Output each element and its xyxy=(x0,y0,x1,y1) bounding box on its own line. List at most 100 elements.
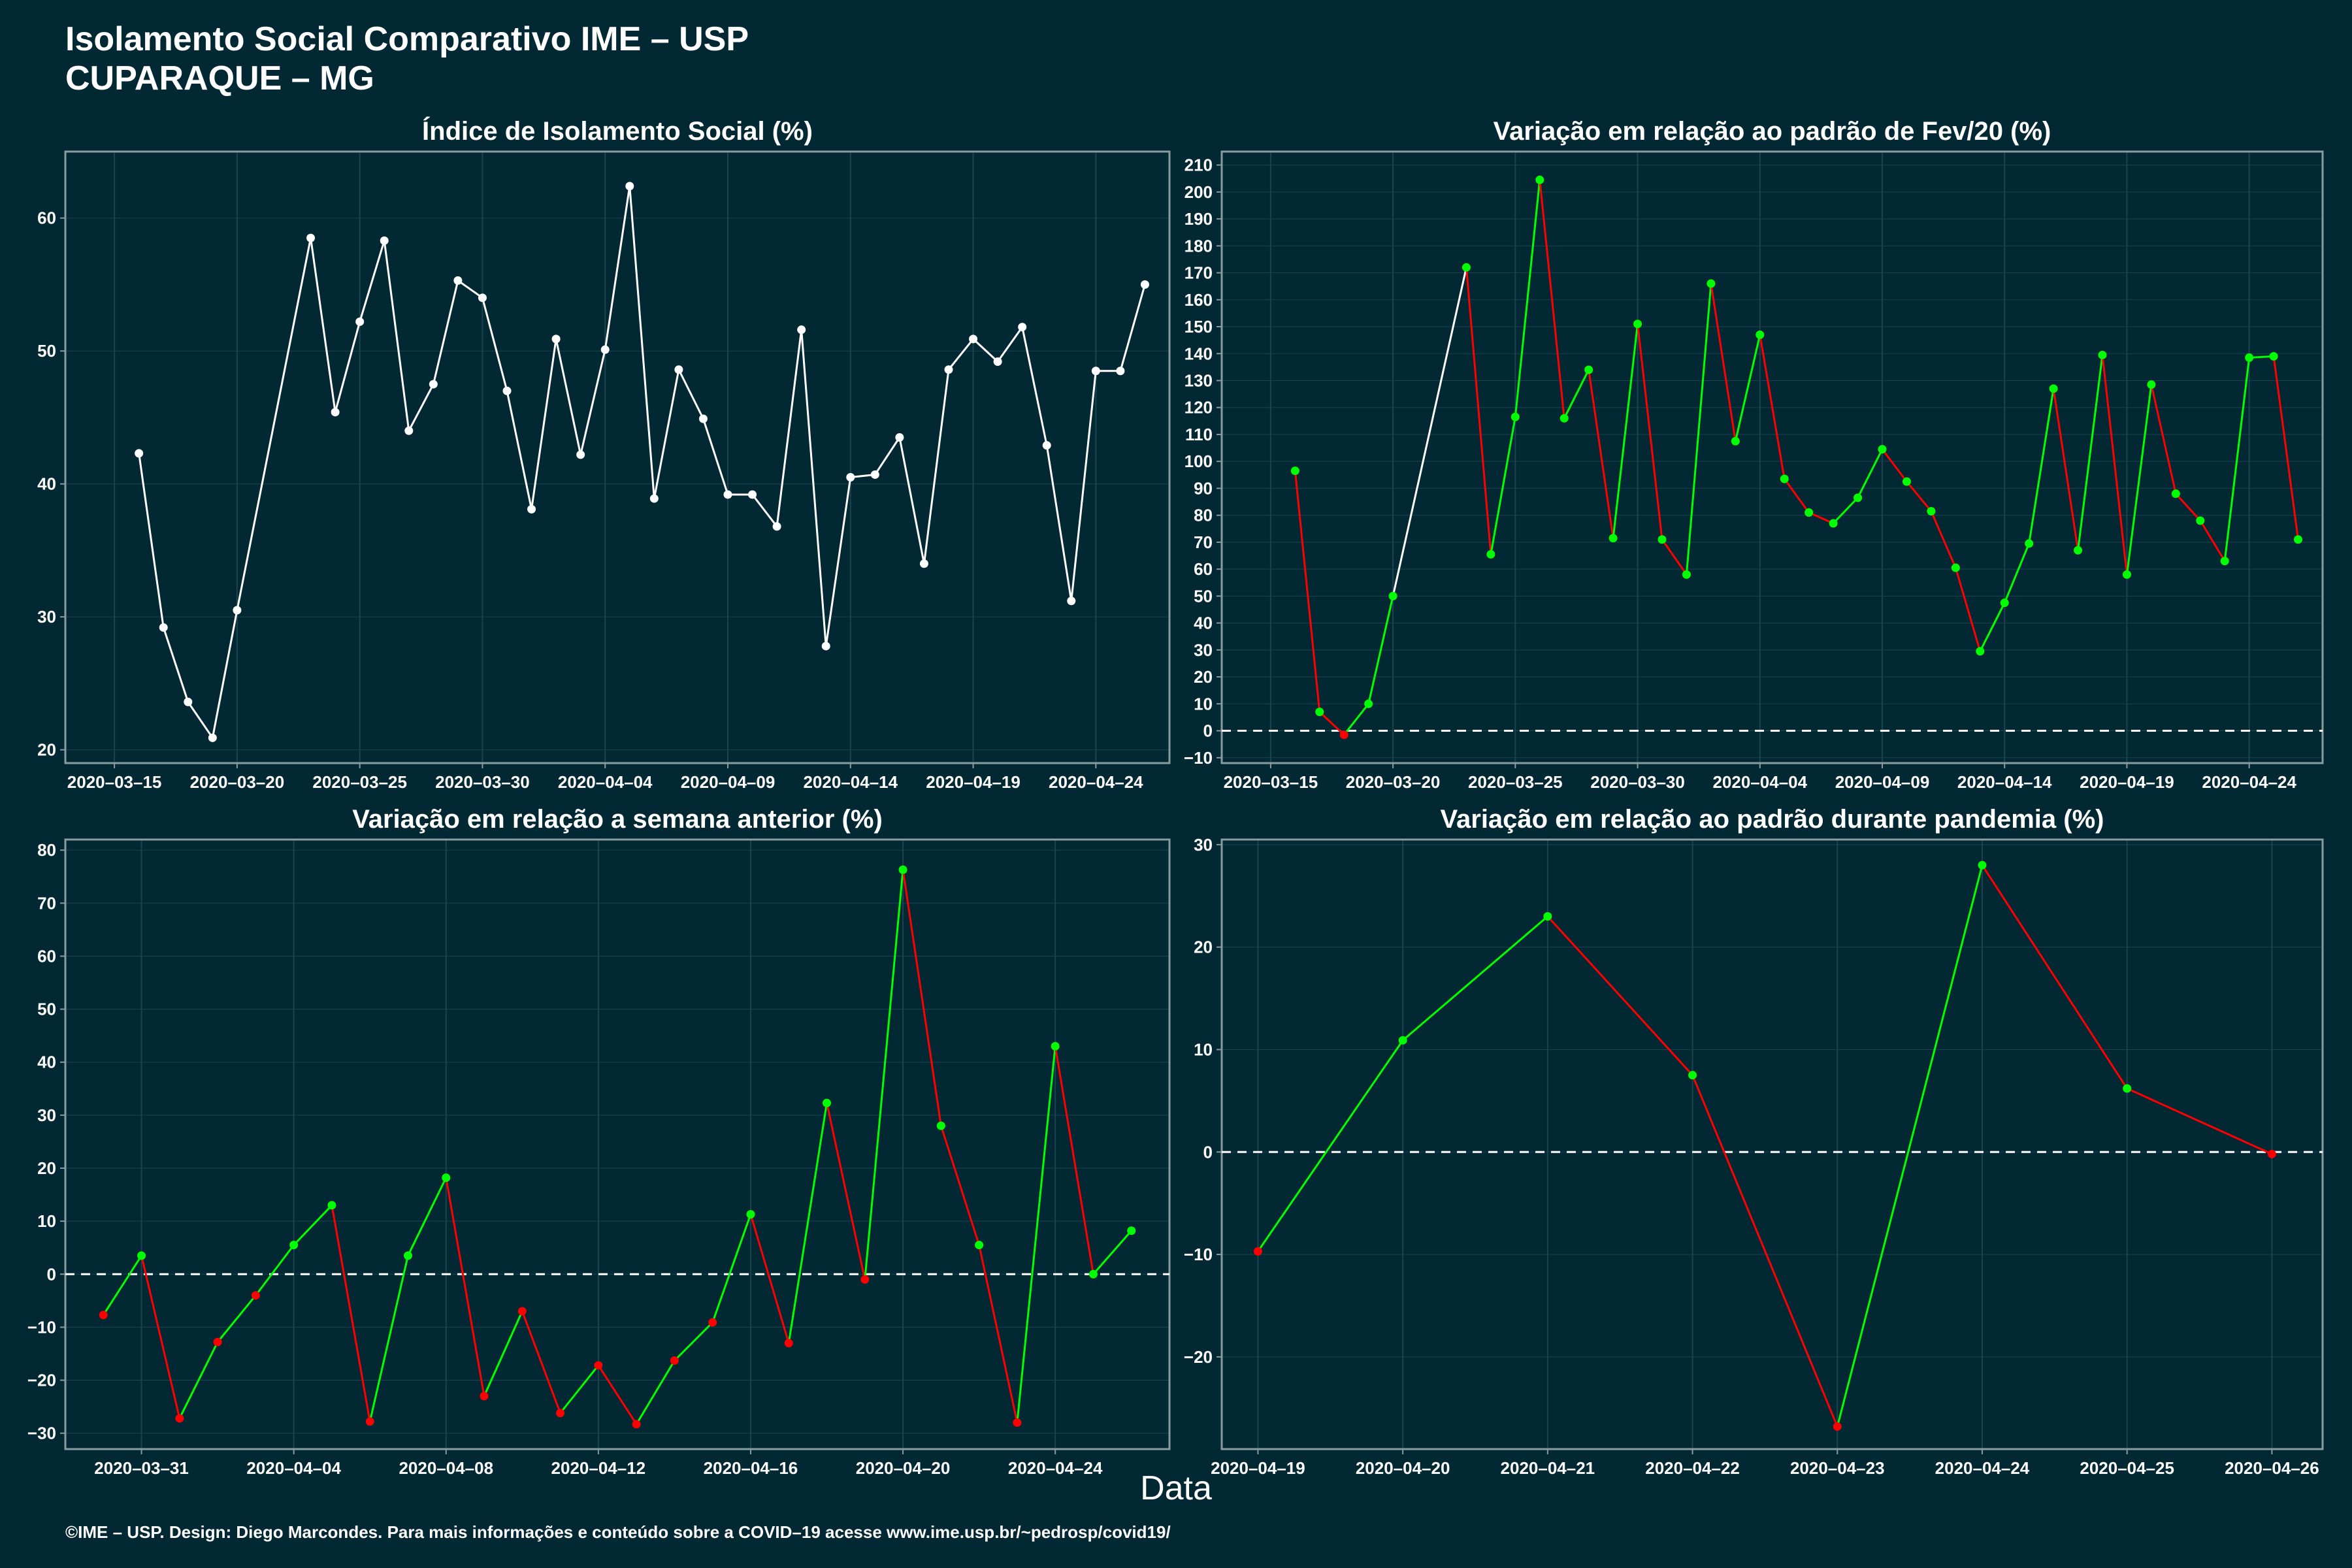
data-point xyxy=(233,606,242,615)
x-tick-label: 2020–04–21 xyxy=(1501,1458,1595,1478)
chart-panel-3: Variação em relação a semana anterior (%… xyxy=(27,805,1171,1478)
x-tick-label: 2020–04–19 xyxy=(1211,1458,1305,1478)
data-point xyxy=(2074,546,2083,555)
data-point xyxy=(936,1121,945,1130)
data-point xyxy=(1609,534,1618,543)
series-segment xyxy=(702,418,729,495)
data-point xyxy=(213,1337,222,1347)
series-segment xyxy=(2223,357,2251,561)
data-point xyxy=(2245,353,2254,362)
series-segment xyxy=(1021,327,1048,446)
data-point xyxy=(1398,1036,1407,1045)
y-tick-label: 30 xyxy=(37,607,56,627)
series-segment xyxy=(826,1102,866,1280)
y-tick-label: 30 xyxy=(37,1105,56,1125)
series-segment xyxy=(1691,1075,1838,1428)
series-segment xyxy=(1784,478,1810,514)
x-tick-label: 2020–04–19 xyxy=(926,772,1021,792)
data-point xyxy=(625,182,634,191)
data-point xyxy=(327,1201,336,1210)
data-point xyxy=(969,335,978,344)
panel-title: Índice de Isolamento Social (%) xyxy=(422,116,813,146)
data-point xyxy=(1127,1226,1136,1235)
data-point xyxy=(159,623,168,632)
y-tick-label: 210 xyxy=(1184,155,1213,175)
series-segment xyxy=(1367,596,1394,704)
data-point xyxy=(797,325,806,335)
series-segment xyxy=(874,436,901,476)
series-segment xyxy=(1490,416,1516,555)
series-segment xyxy=(1836,864,1984,1427)
series-segment xyxy=(2199,520,2226,562)
series-segment xyxy=(1808,512,1834,525)
series-segment xyxy=(1016,1046,1056,1423)
y-tick-label: 0 xyxy=(47,1264,56,1284)
series-segment xyxy=(1612,323,1639,538)
panel-border xyxy=(1220,150,2324,764)
x-tick-label: 2020–04–26 xyxy=(2225,1458,2319,1478)
series-segment xyxy=(898,437,925,564)
data-point xyxy=(453,276,463,285)
series-segment xyxy=(383,240,410,431)
series-segment xyxy=(457,280,483,299)
series-segment xyxy=(1881,448,1908,483)
data-point xyxy=(2267,1149,2276,1158)
data-point xyxy=(1780,474,1789,483)
y-tick-label: 50 xyxy=(37,1000,56,1019)
data-point xyxy=(746,1210,755,1219)
data-point xyxy=(1927,506,1936,515)
data-point xyxy=(2098,350,2107,359)
x-tick-label: 2020–04–09 xyxy=(681,772,776,792)
series-segment xyxy=(1070,370,1097,601)
series-segment xyxy=(1930,510,1957,568)
panel-border xyxy=(64,838,1171,1450)
data-point xyxy=(2049,384,2058,393)
data-point xyxy=(1805,508,1814,517)
data-point xyxy=(2147,380,2156,389)
y-tick-label: 80 xyxy=(1194,506,1213,525)
x-tick-label: 2020–03–20 xyxy=(1346,772,1441,792)
x-tick-label: 2020–04–24 xyxy=(1049,772,1143,792)
data-point xyxy=(649,494,659,503)
series-segment xyxy=(2101,355,2128,575)
x-tick-label: 2020–04–14 xyxy=(803,772,898,792)
y-tick-label: 90 xyxy=(1194,478,1213,498)
y-tick-label: −30 xyxy=(27,1424,56,1443)
data-point xyxy=(860,1275,870,1284)
series-segment xyxy=(2077,355,2104,551)
y-tick-label: 180 xyxy=(1184,236,1213,255)
data-point xyxy=(708,1318,717,1327)
x-tick-label: 2020–04–25 xyxy=(2080,1458,2174,1478)
data-point xyxy=(551,335,561,344)
series-segment xyxy=(1833,497,1859,525)
panel-title: Variação em relação ao padrão durante pa… xyxy=(1441,805,2104,834)
data-point xyxy=(2122,570,2131,579)
y-tick-label: 10 xyxy=(1194,694,1213,713)
series-segment xyxy=(2272,356,2300,540)
series-segment xyxy=(1343,703,1369,736)
y-tick-label: 30 xyxy=(1194,835,1213,855)
series-segment xyxy=(555,338,582,455)
x-tick-label: 2020–04–08 xyxy=(399,1458,493,1478)
data-point xyxy=(2196,516,2205,525)
series-segment xyxy=(1092,1230,1132,1275)
series-segment xyxy=(1954,567,1982,652)
series-segment xyxy=(481,297,508,391)
series-segment xyxy=(978,1245,1019,1423)
series-segment xyxy=(521,1311,561,1414)
series-segment xyxy=(923,369,950,564)
series-segment xyxy=(1392,267,1467,596)
series-segment xyxy=(407,1177,448,1256)
series-segment xyxy=(506,390,533,510)
chart-panel-2: Variação em relação ao padrão de Fev/20 … xyxy=(1184,117,2324,792)
data-point xyxy=(99,1311,108,1320)
y-tick-label: 190 xyxy=(1184,209,1213,229)
chart-panel-1: Índice de Isolamento Social (%) 20 30 40 50 6… xyxy=(37,116,1171,792)
y-tick-label: 40 xyxy=(1194,613,1213,633)
y-tick-label: 60 xyxy=(37,208,56,228)
series-segment xyxy=(2028,388,2055,544)
x-tick-label: 2020–04–22 xyxy=(1645,1458,1740,1478)
data-point xyxy=(331,408,340,417)
main-title-line2: CUPARAQUE – MG xyxy=(65,59,374,97)
panel-border xyxy=(1220,838,2324,1450)
